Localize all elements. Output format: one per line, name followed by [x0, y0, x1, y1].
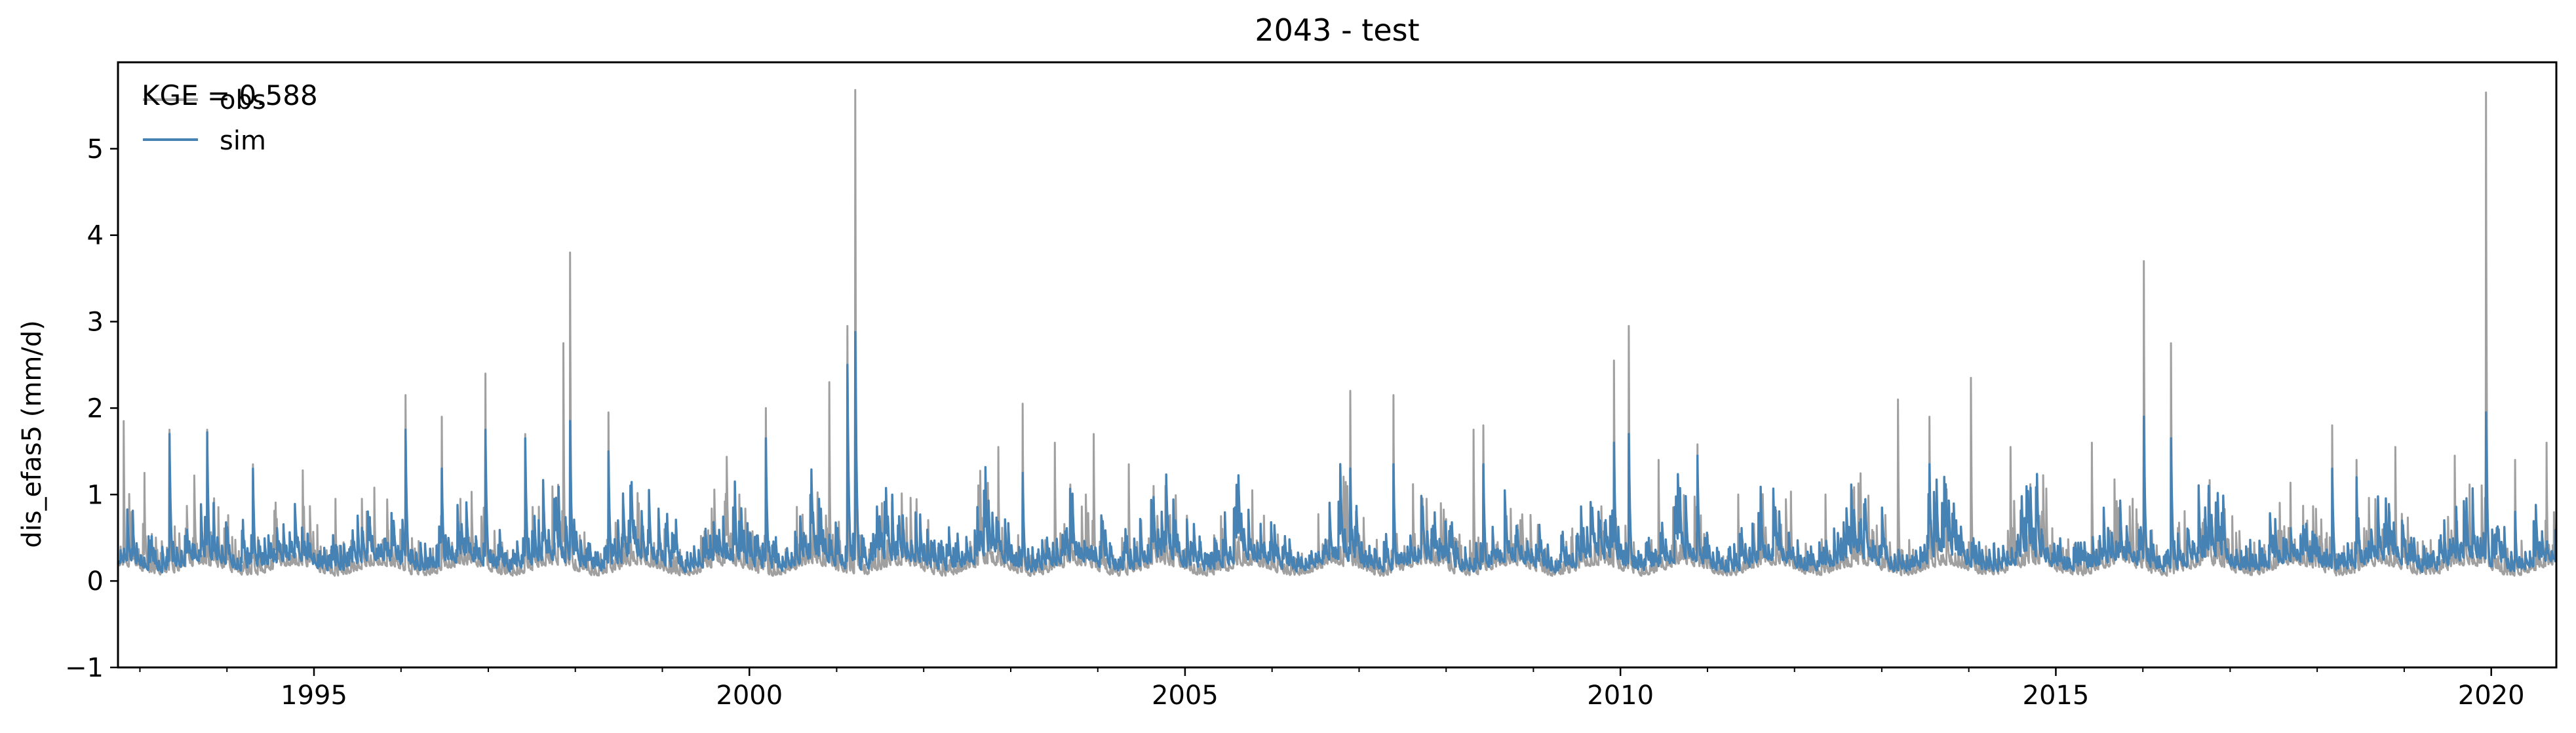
x-tick-label: 1995	[281, 681, 347, 711]
legend: obs sim	[143, 85, 266, 156]
plot-frame	[117, 61, 2558, 669]
y-tick-label: 2	[87, 393, 104, 424]
y-tick-label: 4	[87, 221, 104, 251]
y-axis-label: dis_efas5 (mm/d)	[17, 320, 47, 548]
x-tick-label: 2000	[716, 681, 783, 711]
x-tick-label: 2010	[1587, 681, 1654, 711]
y-tick-label: 1	[87, 480, 104, 510]
y-tick-label: 5	[87, 134, 104, 165]
series-line-sim	[117, 330, 2558, 574]
series-line-obs	[117, 89, 2558, 578]
y-tick-label: 0	[87, 566, 104, 597]
y-tick-label: 3	[87, 307, 104, 338]
chart-title: 2043 - test	[1255, 12, 1419, 48]
x-tick-label: 2015	[2023, 681, 2090, 711]
kge-annotation: KGE = 0.588	[142, 79, 318, 111]
series-layer	[117, 89, 2558, 578]
axes-layer: −1 0 1 2 3 4 5 1995 2000 2005 2010 2015 2020	[65, 134, 2525, 711]
x-tick-label: 2020	[2458, 681, 2525, 711]
y-tick-label: −1	[65, 653, 104, 683]
legend-sim-label: sim	[220, 126, 266, 156]
x-tick-label: 2005	[1152, 681, 1219, 711]
legend-obs-label: obs	[220, 85, 266, 115]
